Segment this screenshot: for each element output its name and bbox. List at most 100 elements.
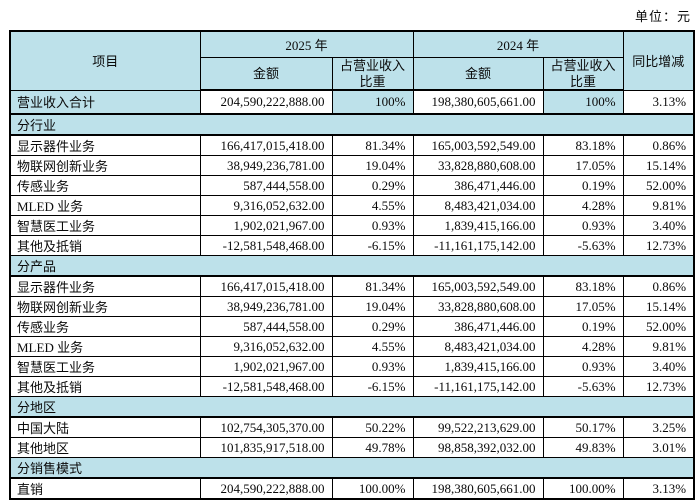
amount-2025-cell: 102,754,305,370.00: [199, 416, 333, 439]
pct-2025-cell: -6.15%: [331, 235, 414, 257]
table-row: 其他地区 101,835,917,518.00 49.78% 98,858,392,0…: [9, 437, 695, 459]
pct-2025-cell: 81.34%: [331, 275, 414, 298]
yoy-cell: 0.86%: [622, 134, 695, 157]
table-row: 传感业务 587,444,558.00 0.29% 386,471,446.00 0.1…: [9, 175, 695, 197]
header-yoy: 同比增减: [622, 30, 695, 91]
yoy-cell: 3.40%: [622, 356, 695, 378]
pct-2025-cell: 100.00%: [331, 477, 414, 500]
yoy-cell: 52.00%: [622, 175, 695, 197]
amount-2024-cell: 386,471,446.00: [412, 175, 544, 197]
yoy-cell: 3.13%: [622, 89, 695, 116]
yoy-cell: 12.73%: [622, 235, 695, 257]
table-row: MLED 业务 9,316,052,632.00 4.55% 8,483,421,03…: [9, 336, 695, 358]
pct-2024-cell: 0.93%: [542, 356, 624, 378]
pct-2025-cell: 0.93%: [331, 356, 414, 378]
pct-2024-cell: -5.63%: [542, 235, 624, 257]
item-cell: 显示器件业务: [9, 275, 201, 298]
yoy-cell: 9.81%: [622, 195, 695, 217]
amount-2024-cell: 8,483,421,034.00: [412, 336, 544, 358]
amount-2024-cell: 33,828,880,608.00: [412, 296, 544, 318]
table-row: 智慧医工业务 1,902,021,967.00 0.93% 1,839,415,166…: [9, 215, 695, 237]
amount-2025-cell: 166,417,015,418.00: [199, 134, 333, 157]
pct-2024-cell: 0.19%: [542, 316, 624, 338]
pct-2024-cell: 17.05%: [542, 155, 624, 177]
section-title: 分产品: [9, 255, 695, 278]
amount-2025-cell: 204,590,222,888.00: [199, 477, 333, 500]
item-cell: 传感业务: [9, 175, 201, 197]
header-row-years: 项目 2025 年 2024 年 同比增减: [9, 30, 695, 91]
pct-2024-cell: 83.18%: [542, 275, 624, 298]
amount-2025-cell: 1,902,021,967.00: [199, 215, 333, 237]
pct-2025-cell: 4.55%: [331, 336, 414, 358]
item-cell: 传感业务: [9, 316, 201, 338]
amount-2025-cell: 9,316,052,632.00: [199, 336, 333, 358]
table-row: 直销 204,590,222,888.00 100.00% 198,380,605,6…: [9, 477, 695, 500]
pct-2024-cell: 0.19%: [542, 175, 624, 197]
header-item: 项目: [9, 30, 201, 91]
yoy-cell: 12.73%: [622, 376, 695, 398]
amount-2025-cell: 587,444,558.00: [199, 316, 333, 338]
amount-2024-cell: 165,003,592,549.00: [412, 275, 544, 298]
item-cell: MLED 业务: [9, 336, 201, 358]
table-row: 物联网创新业务 38,949,236,781.00 19.04% 33,828,880…: [9, 155, 695, 177]
pct-2025-cell: 50.22%: [331, 416, 414, 439]
item-cell: 显示器件业务: [9, 134, 201, 157]
yoy-cell: 15.14%: [622, 155, 695, 177]
section-title: 分行业: [9, 113, 695, 137]
pct-2024-cell: 100.00%: [542, 477, 624, 500]
pct-2024-cell: 4.28%: [542, 336, 624, 358]
item-cell: 其他地区: [9, 437, 201, 459]
item-cell: 直销: [9, 477, 201, 500]
pct-2025-cell: 100%: [331, 89, 414, 116]
amount-2025-cell: 1,902,021,967.00: [199, 356, 333, 378]
yoy-cell: 15.14%: [622, 296, 695, 318]
amount-2025-cell: -12,581,548,468.00: [199, 376, 333, 398]
pct-2024-cell: 4.28%: [542, 195, 624, 217]
revenue-table: 项目 2025 年 2024 年 同比增减 金额 占营业收入 比重 金额 占营业收…: [9, 30, 696, 500]
pct-2025-cell: 19.04%: [331, 155, 414, 177]
item-cell: 其他及抵销: [9, 376, 201, 398]
item-cell: 中国大陆: [9, 416, 201, 439]
total-revenue-row: 营业收入合计 204,590,222,888.00 100% 198,380,605,…: [9, 89, 695, 116]
table-row: 中国大陆 102,754,305,370.00 50.22% 99,522,213,6…: [9, 416, 695, 439]
pct-2025-cell: 0.93%: [331, 215, 414, 237]
pct-2024-cell: 100%: [542, 89, 624, 116]
header-year-2024: 2024 年: [412, 30, 624, 58]
table-body: 营业收入合计 204,590,222,888.00 100% 198,380,605,…: [9, 89, 695, 500]
amount-2025-cell: 204,590,222,888.00: [199, 89, 333, 116]
pct-2025-cell: 49.78%: [331, 437, 414, 459]
yoy-cell: 3.40%: [622, 215, 695, 237]
pct-2024-cell: 0.93%: [542, 215, 624, 237]
table-row: 显示器件业务 166,417,015,418.00 81.34% 165,003,59…: [9, 134, 695, 157]
item-cell: 物联网创新业务: [9, 155, 201, 177]
unit-label: 单位：元: [634, 9, 691, 24]
section-title: 分销售模式: [9, 457, 695, 480]
item-cell: 其他及抵销: [9, 235, 201, 257]
pct-2024-cell: 49.83%: [542, 437, 624, 459]
yoy-cell: 3.01%: [622, 437, 695, 459]
amount-2025-cell: 38,949,236,781.00: [199, 155, 333, 177]
yoy-cell: 0.86%: [622, 275, 695, 298]
amount-2024-cell: 1,839,415,166.00: [412, 215, 544, 237]
header-proportion-2024: 占营业收入 比重: [542, 57, 624, 92]
amount-2024-cell: 1,839,415,166.00: [412, 356, 544, 378]
pct-2025-cell: 4.55%: [331, 195, 414, 217]
yoy-cell: 3.25%: [622, 416, 695, 439]
pct-2025-cell: 0.29%: [331, 316, 414, 338]
header-proportion-line1: 占营业收入: [550, 58, 616, 73]
amount-2024-cell: 198,380,605,661.00: [412, 477, 544, 500]
section-title: 分地区: [9, 396, 695, 419]
section-header-row: 分行业: [9, 113, 695, 137]
header-amount-2024: 金额: [412, 57, 544, 92]
amount-2024-cell: 8,483,421,034.00: [412, 195, 544, 217]
table-header: 项目 2025 年 2024 年 同比增减 金额 占营业收入 比重 金额 占营业收…: [9, 30, 695, 92]
pct-2025-cell: -6.15%: [331, 376, 414, 398]
pct-2025-cell: 81.34%: [331, 134, 414, 157]
yoy-cell: 3.13%: [622, 477, 695, 500]
amount-2024-cell: 98,858,392,032.00: [412, 437, 544, 459]
pct-2024-cell: -5.63%: [542, 376, 624, 398]
item-cell: 营业收入合计: [9, 89, 201, 116]
header-row-sub: 金额 占营业收入 比重 金额 占营业收入 比重: [10, 57, 694, 92]
amount-2024-cell: 198,380,605,661.00: [412, 89, 544, 116]
amount-2024-cell: 99,522,213,629.00: [412, 416, 544, 439]
